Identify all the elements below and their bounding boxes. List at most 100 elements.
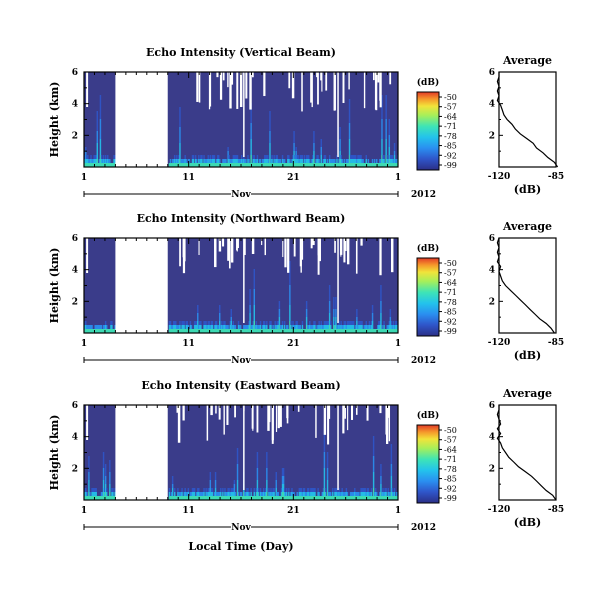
heatmap-cell — [390, 448, 393, 452]
data-gap — [226, 405, 229, 425]
heatmap-cell — [266, 321, 268, 325]
heatmap-cell — [253, 488, 256, 492]
heatmap-cell — [228, 492, 230, 496]
data-gap — [284, 238, 287, 268]
heatmap-cell — [244, 329, 246, 333]
heatmap-cell — [184, 329, 186, 333]
heatmap-cell — [319, 329, 321, 333]
heatmap-cell — [390, 480, 393, 484]
heatmap-cell — [269, 325, 271, 329]
heatmap-cell — [326, 325, 329, 329]
heatmap-cell — [94, 163, 96, 167]
heatmap-cell — [323, 464, 326, 468]
heatmap-cell — [238, 496, 241, 500]
heatmap-cell — [259, 329, 262, 333]
heatmap-cell — [269, 139, 271, 143]
heatmap-cell — [101, 492, 104, 496]
heatmap-cell — [289, 277, 291, 281]
heatmap-cell — [232, 329, 235, 333]
data-gap — [311, 72, 313, 108]
heatmap-cell — [168, 321, 171, 325]
heatmap-cell — [360, 329, 362, 333]
heatmap-cell — [286, 492, 288, 496]
heatmap-cell — [387, 492, 389, 496]
heatmap-cell — [296, 155, 298, 159]
heatmap-cell — [324, 325, 327, 329]
heatmap-cell — [358, 155, 360, 159]
heatmap-cell — [110, 329, 112, 333]
heatmap-cell — [276, 159, 279, 163]
heatmap-cell — [169, 159, 172, 163]
heatmap-cell — [217, 329, 220, 333]
heatmap-cell — [320, 139, 322, 143]
heatmap-cell — [348, 131, 351, 135]
heatmap-cell — [388, 127, 391, 131]
heatmap-cell — [108, 496, 110, 500]
heatmap-cell — [111, 321, 113, 325]
heatmap-cell — [227, 325, 229, 329]
heatmap-cell — [390, 444, 393, 448]
heatmap-cell — [272, 488, 274, 492]
heatmap-cell — [381, 159, 383, 163]
heatmap-cell — [326, 163, 329, 167]
heatmap-cell — [269, 143, 271, 147]
heatmap-cell — [329, 163, 332, 167]
average-y-tick-label: 4 — [489, 433, 495, 443]
heatmap-cell — [270, 159, 272, 163]
heatmap-cell — [377, 325, 379, 329]
heatmap-cell — [290, 329, 292, 333]
heatmap-cell — [99, 119, 102, 123]
heatmap-cell — [93, 159, 95, 163]
heatmap-cell — [236, 496, 239, 500]
heatmap-cell — [360, 325, 362, 329]
month-label-bg — [231, 355, 251, 365]
heatmap-cell — [209, 329, 212, 333]
heatmap-cell — [199, 325, 201, 329]
heatmap-cell — [214, 496, 217, 500]
heatmap-cell — [102, 492, 105, 496]
heatmap-cell — [250, 131, 252, 135]
heatmap-cell — [99, 163, 102, 167]
heatmap-cell — [333, 321, 335, 325]
heatmap-cell — [311, 325, 313, 329]
heatmap-cell — [358, 325, 360, 329]
heatmap-cell — [390, 452, 393, 456]
heatmap-cell — [291, 163, 293, 167]
heatmap-cell — [295, 147, 297, 151]
heatmap-cell — [374, 496, 377, 500]
heatmap-cell — [204, 321, 206, 325]
heatmap-cell — [233, 163, 236, 167]
heatmap-cell — [200, 163, 202, 167]
heatmap-cell — [329, 321, 332, 325]
heatmap-cell — [305, 301, 308, 305]
data-gap — [363, 72, 366, 109]
heatmap-cell — [339, 492, 341, 496]
heatmap-cell — [321, 329, 324, 333]
heatmap-cell — [85, 151, 87, 155]
data-gap — [86, 405, 89, 440]
heatmap-cell — [309, 329, 311, 333]
heatmap-cell — [102, 159, 105, 163]
heatmap-cell — [109, 329, 111, 333]
heatmap-cell — [369, 329, 372, 333]
heatmap-cell — [99, 155, 102, 159]
heatmap-cell — [96, 159, 99, 163]
heatmap-cell — [210, 488, 213, 492]
heatmap-cell — [228, 155, 230, 159]
heatmap-cell — [221, 496, 223, 500]
heatmap-cell — [248, 325, 250, 329]
heatmap-cell — [206, 329, 208, 333]
heatmap-cell — [333, 297, 335, 301]
month-label-bg — [231, 189, 251, 199]
heatmap-cell — [283, 159, 286, 163]
heatmap-cell — [289, 329, 291, 333]
heatmap-cell — [383, 321, 385, 325]
heatmap-cell — [326, 468, 329, 472]
heatmap-cell — [209, 488, 212, 492]
heatmap-cell — [98, 163, 101, 167]
heatmap-cell — [245, 325, 247, 329]
heatmap-cell — [88, 159, 90, 163]
heatmap-cell — [298, 163, 301, 167]
heatmap-cell — [388, 147, 391, 151]
heatmap-cell — [104, 329, 107, 333]
